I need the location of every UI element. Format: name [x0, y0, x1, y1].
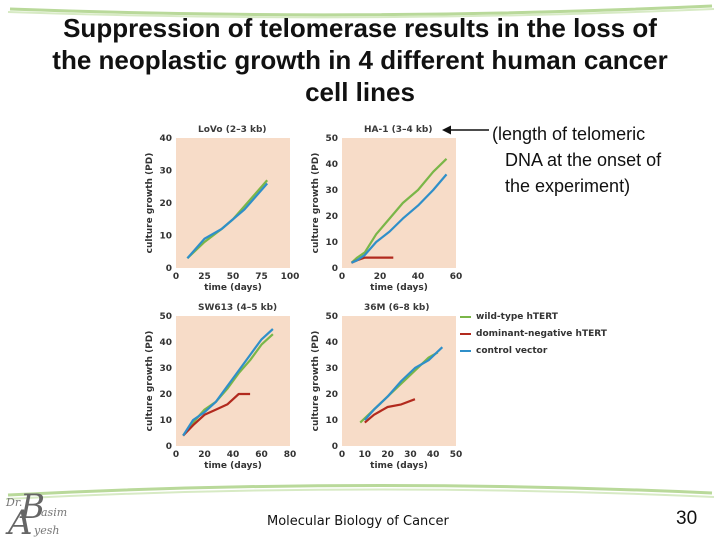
bottom-decorative-swoosh: [5, 483, 715, 500]
chart-panel-lovo: LoVo (2–3 kb) 0 10 20 30 40 0 25 50 75 100 time (da…: [145, 125, 300, 293]
legend-swatch-control-vector: [460, 349, 471, 352]
course-name: Molecular Biology of Cancer: [267, 514, 449, 529]
title-line-3: cell lines: [305, 77, 415, 107]
x-tick-label: 10: [359, 450, 372, 460]
page-number: 30: [676, 508, 698, 529]
logo-small-2: asim: [41, 506, 68, 519]
y-tick-label: 10: [325, 416, 338, 426]
logo-small-1: Dr.: [6, 496, 23, 509]
x-tick-label: 0: [173, 450, 179, 460]
series-line: [363, 346, 444, 421]
y-tick-label: 0: [166, 264, 172, 274]
y-tick-label: 40: [159, 338, 172, 348]
x-tick-label: 50: [450, 450, 463, 460]
series-line: [364, 398, 416, 424]
note-line-3: the experiment): [505, 176, 631, 196]
x-tick-label: 60: [255, 450, 268, 460]
chart-title: SW613 (4–5 kb): [198, 303, 277, 313]
x-tick-label: 0: [339, 450, 345, 460]
y-tick-label: 30: [159, 167, 172, 177]
series-line: [350, 158, 448, 264]
slide-title: Suppression of telomerase results in the…: [0, 12, 720, 108]
x-tick-label: 20: [381, 450, 394, 460]
x-tick-label: 40: [427, 450, 440, 460]
chart-panel-36m: 36M (6–8 kb) 0 10 20 30 40 50 0 10 20 30 40 50 time (…: [311, 303, 463, 471]
x-tick-label: 0: [339, 272, 345, 282]
legend-label-control-vector: control vector: [476, 346, 548, 356]
y-axis-label: culture growth (PD): [145, 331, 155, 432]
y-tick-label: 20: [159, 390, 172, 400]
x-axis-label: time (days): [204, 283, 262, 293]
chart-legend: wild-type hTERT dominant-negative hTERT …: [460, 312, 607, 363]
chart-panel-ha1: HA-1 (3–4 kb) 0 10 20 30 40 50 0 20 40 60 time (day…: [311, 125, 463, 293]
y-tick-label: 30: [325, 186, 338, 196]
x-tick-label: 20: [198, 450, 211, 460]
title-line-1: Suppression of telomerase results in the…: [63, 13, 657, 43]
title-line-2: the neoplastic growth in 4 different hum…: [52, 45, 668, 75]
logo-big-1: B: [20, 487, 45, 527]
note-line-2: DNA at the onset of: [505, 150, 662, 170]
y-tick-label: 20: [325, 212, 338, 222]
chart-panel-sw613: SW613 (4–5 kb) 0 10 20 30 40 50 0 20 40 60 80 time (…: [145, 303, 297, 471]
y-tick-label: 0: [166, 442, 172, 452]
series-line: [182, 328, 274, 437]
x-tick-label: 40: [412, 272, 425, 282]
chart-title: LoVo (2–3 kb): [198, 125, 267, 135]
logo-small-3: yesh: [34, 524, 60, 537]
x-tick-label: 25: [198, 272, 211, 282]
chart-title: HA-1 (3–4 kb): [364, 125, 432, 135]
legend-label-wild-type: wild-type hTERT: [476, 312, 558, 322]
legend-swatch-wild-type: [460, 315, 471, 318]
y-tick-label: 40: [325, 160, 338, 170]
series-line: [182, 392, 251, 437]
top-decorative-swoosh: [7, 4, 715, 19]
y-tick-label: 30: [325, 364, 338, 374]
y-tick-label: 0: [332, 264, 338, 274]
series-line: [351, 173, 448, 264]
pointer-arrow-icon: [442, 125, 489, 135]
x-tick-label: 80: [284, 450, 297, 460]
y-tick-label: 40: [325, 338, 338, 348]
x-tick-label: 60: [450, 272, 463, 282]
y-tick-label: 10: [159, 416, 172, 426]
logo-big-2: A: [8, 503, 33, 543]
chart-title: 36M (6–8 kb): [364, 303, 429, 313]
y-axis-label: culture growth (PD): [145, 153, 155, 254]
legend-item-dominant-negative: dominant-negative hTERT: [460, 329, 607, 346]
plot-area: [342, 138, 456, 268]
series-line: [186, 182, 269, 259]
y-tick-label: 20: [159, 199, 172, 209]
x-tick-label: 75: [255, 272, 268, 282]
legend-label-dominant-negative: dominant-negative hTERT: [476, 329, 607, 339]
note-line-1: (length of telomeric: [492, 124, 646, 144]
y-tick-label: 30: [159, 364, 172, 374]
y-tick-label: 40: [159, 134, 172, 144]
legend-item-control-vector: control vector: [460, 346, 607, 363]
legend-item-wild-type: wild-type hTERT: [460, 312, 607, 329]
legend-swatch-dominant-negative: [460, 332, 471, 335]
annotation-note: (length of telomeric DNA at the onset of…: [492, 121, 661, 199]
plot-area: [342, 316, 456, 446]
y-axis-label: culture growth (PD): [311, 153, 321, 254]
x-axis-label: time (days): [370, 283, 428, 293]
x-tick-label: 50: [227, 272, 240, 282]
x-tick-label: 20: [374, 272, 387, 282]
x-tick-label: 0: [173, 272, 179, 282]
y-tick-label: 10: [159, 232, 172, 242]
y-tick-label: 50: [325, 134, 338, 144]
y-tick-label: 20: [325, 390, 338, 400]
x-tick-label: 100: [281, 272, 300, 282]
y-axis-label: culture growth (PD): [311, 331, 321, 432]
x-axis-label: time (days): [370, 461, 428, 471]
x-tick-label: 30: [404, 450, 417, 460]
y-tick-label: 50: [159, 312, 172, 322]
y-tick-label: 0: [332, 442, 338, 452]
x-tick-label: 40: [227, 450, 240, 460]
author-logo: Dr. B asim A yesh: [6, 487, 70, 543]
x-axis-label: time (days): [204, 461, 262, 471]
y-tick-label: 50: [325, 312, 338, 322]
y-tick-label: 10: [325, 238, 338, 248]
plot-area: [176, 138, 290, 268]
